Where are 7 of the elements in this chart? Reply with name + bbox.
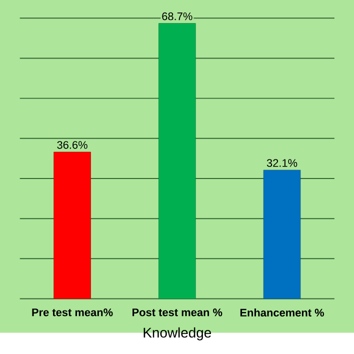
x-axis-title: Knowledge <box>144 327 212 340</box>
x-tick-label: Pre test mean% <box>32 308 113 316</box>
data-label: 32.1% <box>266 159 298 167</box>
x-tick-label: Post test mean % <box>132 308 222 316</box>
data-label: 36.6% <box>57 141 88 149</box>
x-tick-label: Enhancement % <box>240 308 324 317</box>
data-label: 68.7% <box>162 12 192 20</box>
